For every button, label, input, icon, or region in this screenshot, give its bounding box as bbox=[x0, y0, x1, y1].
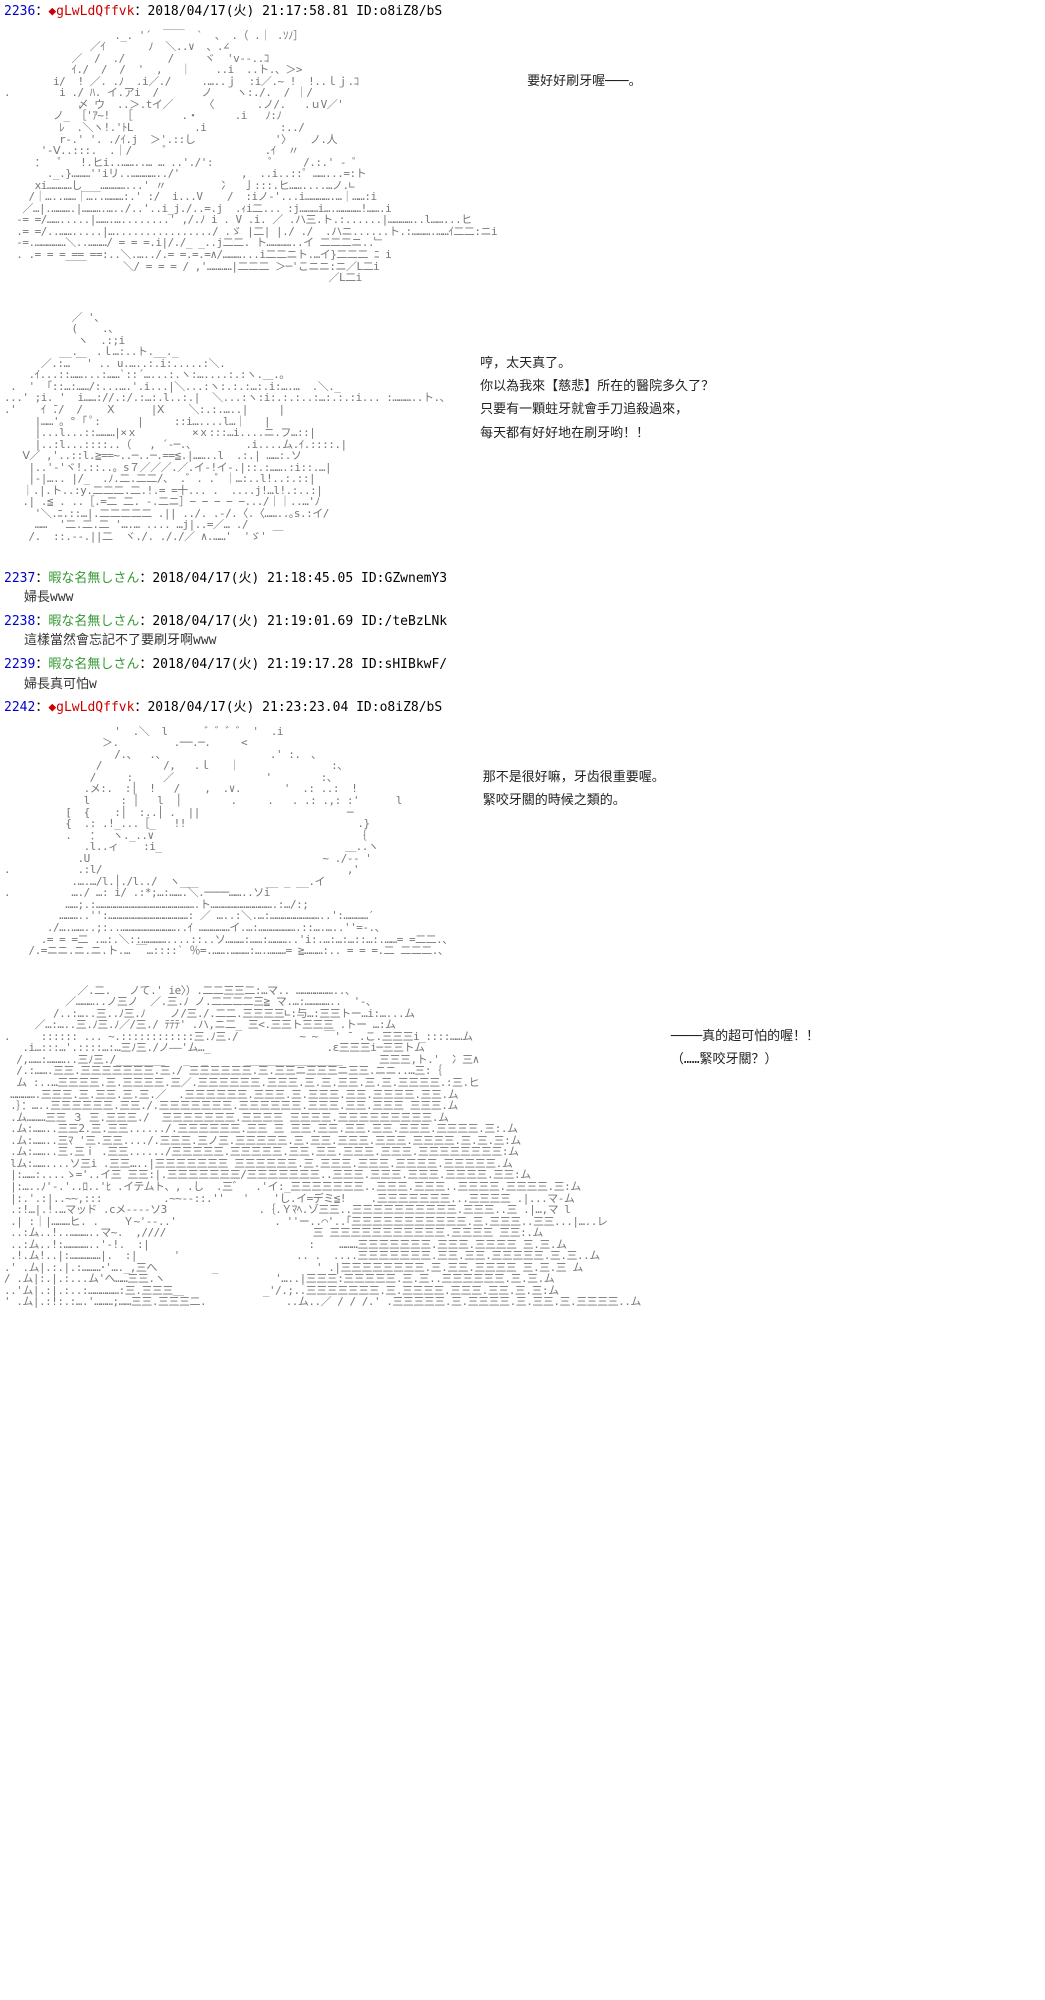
separator: ： bbox=[35, 700, 48, 715]
post-date-id: 2018/04/17(火) 21:17:58.81 ID:o8iZ8/bS bbox=[147, 4, 442, 19]
post-date-id: 2018/04/17(火) 21:19:17.28 ID:sHIBkwF/ bbox=[152, 657, 447, 672]
ascii-art: ／.二. ノて.' ie〉）.二二三三二:…マ.. ………………..、 ／………… bbox=[4, 985, 641, 1308]
post-header: 2239：暇な名無しさん：2018/04/17(火) 21:19:17.28 I… bbox=[4, 657, 1041, 673]
separator: ： bbox=[134, 4, 147, 19]
separator: ： bbox=[139, 614, 152, 629]
separator: ： bbox=[35, 614, 48, 629]
post: 2242：◆gLwLdQffvk：2018/04/17(火) 21:23:23.… bbox=[4, 700, 1041, 1308]
dialogue-text: 哼，太天真了。 你以為我來【慈悲】所在的醫院多久了？ 只要有一顆蛀牙就會手刀追殺… bbox=[480, 312, 714, 446]
dialogue-text: 要好好刷牙喔───。 bbox=[527, 30, 641, 93]
post-trip[interactable]: ◆gLwLdQffvk bbox=[48, 4, 134, 19]
separator: ： bbox=[35, 657, 48, 672]
ascii-art: ' .＼ l ゛゛゛゛ ' .i ＞. .──.─. < /.、 .、 .' :… bbox=[4, 726, 453, 957]
post-number[interactable]: 2237 bbox=[4, 571, 35, 586]
post-body-text: 這樣當然會忘記不了要刷牙啊www bbox=[24, 633, 1041, 649]
separator: ： bbox=[35, 4, 48, 19]
post-number[interactable]: 2239 bbox=[4, 657, 35, 672]
post-header: 2238：暇な名無しさん：2018/04/17(火) 21:19:01.69 I… bbox=[4, 614, 1041, 630]
separator: ： bbox=[139, 657, 152, 672]
aa-block: ._. '´ ￣￣ ` 、 .（ .｜ .ｿﾉ］ ／ｲ ﾉ ＼..∨ 、.∠ ／… bbox=[4, 30, 1041, 284]
post: 2236：◆gLwLdQffvk：2018/04/17(火) 21:17:58.… bbox=[4, 4, 1041, 543]
separator: ： bbox=[35, 571, 48, 586]
post-trip[interactable]: 暇な名無しさん bbox=[48, 657, 139, 672]
post-trip[interactable]: 暇な名無しさん bbox=[48, 571, 139, 586]
aa-block: ／ '、 ( .、 ヽ .:;i __. .ｌ…:..ト.__._ ／.:… ￣… bbox=[4, 312, 1041, 543]
ascii-art: ._. '´ ￣￣ ` 、 .（ .｜ .ｿﾉ］ ／ｲ ﾉ ＼..∨ 、.∠ ／… bbox=[4, 30, 497, 284]
dialogue-text: 那不是很好嘛，牙齿很重要喔。 緊咬牙關的時候之類的。 bbox=[483, 726, 665, 813]
post: 2238：暇な名無しさん：2018/04/17(火) 21:19:01.69 I… bbox=[4, 614, 1041, 649]
aa-block: ' .＼ l ゛゛゛゛ ' .i ＞. .──.─. < /.、 .、 .' :… bbox=[4, 726, 1041, 957]
post-date-id: 2018/04/17(火) 21:18:45.05 ID:GZwnemY3 bbox=[152, 571, 447, 586]
separator: ： bbox=[134, 700, 147, 715]
post: 2237：暇な名無しさん：2018/04/17(火) 21:18:45.05 I… bbox=[4, 571, 1041, 606]
post-number[interactable]: 2242 bbox=[4, 700, 35, 715]
post-body-text: 婦長www bbox=[24, 590, 1041, 606]
post-body-text: 婦長真可怕w bbox=[24, 677, 1041, 693]
separator: ： bbox=[139, 571, 152, 586]
post-date-id: 2018/04/17(火) 21:19:01.69 ID:/teBzLNk bbox=[152, 614, 447, 629]
post-trip[interactable]: ◆gLwLdQffvk bbox=[48, 700, 134, 715]
post-number[interactable]: 2238 bbox=[4, 614, 35, 629]
aa-block: ／.二. ノて.' ie〉）.二二三三二:…マ.. ………………..、 ／………… bbox=[4, 985, 1041, 1308]
post-header: 2236：◆gLwLdQffvk：2018/04/17(火) 21:17:58.… bbox=[4, 4, 1041, 20]
post-trip[interactable]: 暇な名無しさん bbox=[48, 614, 139, 629]
post-header: 2237：暇な名無しさん：2018/04/17(火) 21:18:45.05 I… bbox=[4, 571, 1041, 587]
dialogue-text: ────真的超可怕的喔！！ （……緊咬牙關？） bbox=[671, 985, 819, 1072]
post-date-id: 2018/04/17(火) 21:23:23.04 ID:o8iZ8/bS bbox=[147, 700, 442, 715]
ascii-art: ／ '、 ( .、 ヽ .:;i __. .ｌ…:..ト.__._ ／.:… ￣… bbox=[4, 312, 450, 543]
post-number[interactable]: 2236 bbox=[4, 4, 35, 19]
post-header: 2242：◆gLwLdQffvk：2018/04/17(火) 21:23:23.… bbox=[4, 700, 1041, 716]
post: 2239：暇な名無しさん：2018/04/17(火) 21:19:17.28 I… bbox=[4, 657, 1041, 692]
